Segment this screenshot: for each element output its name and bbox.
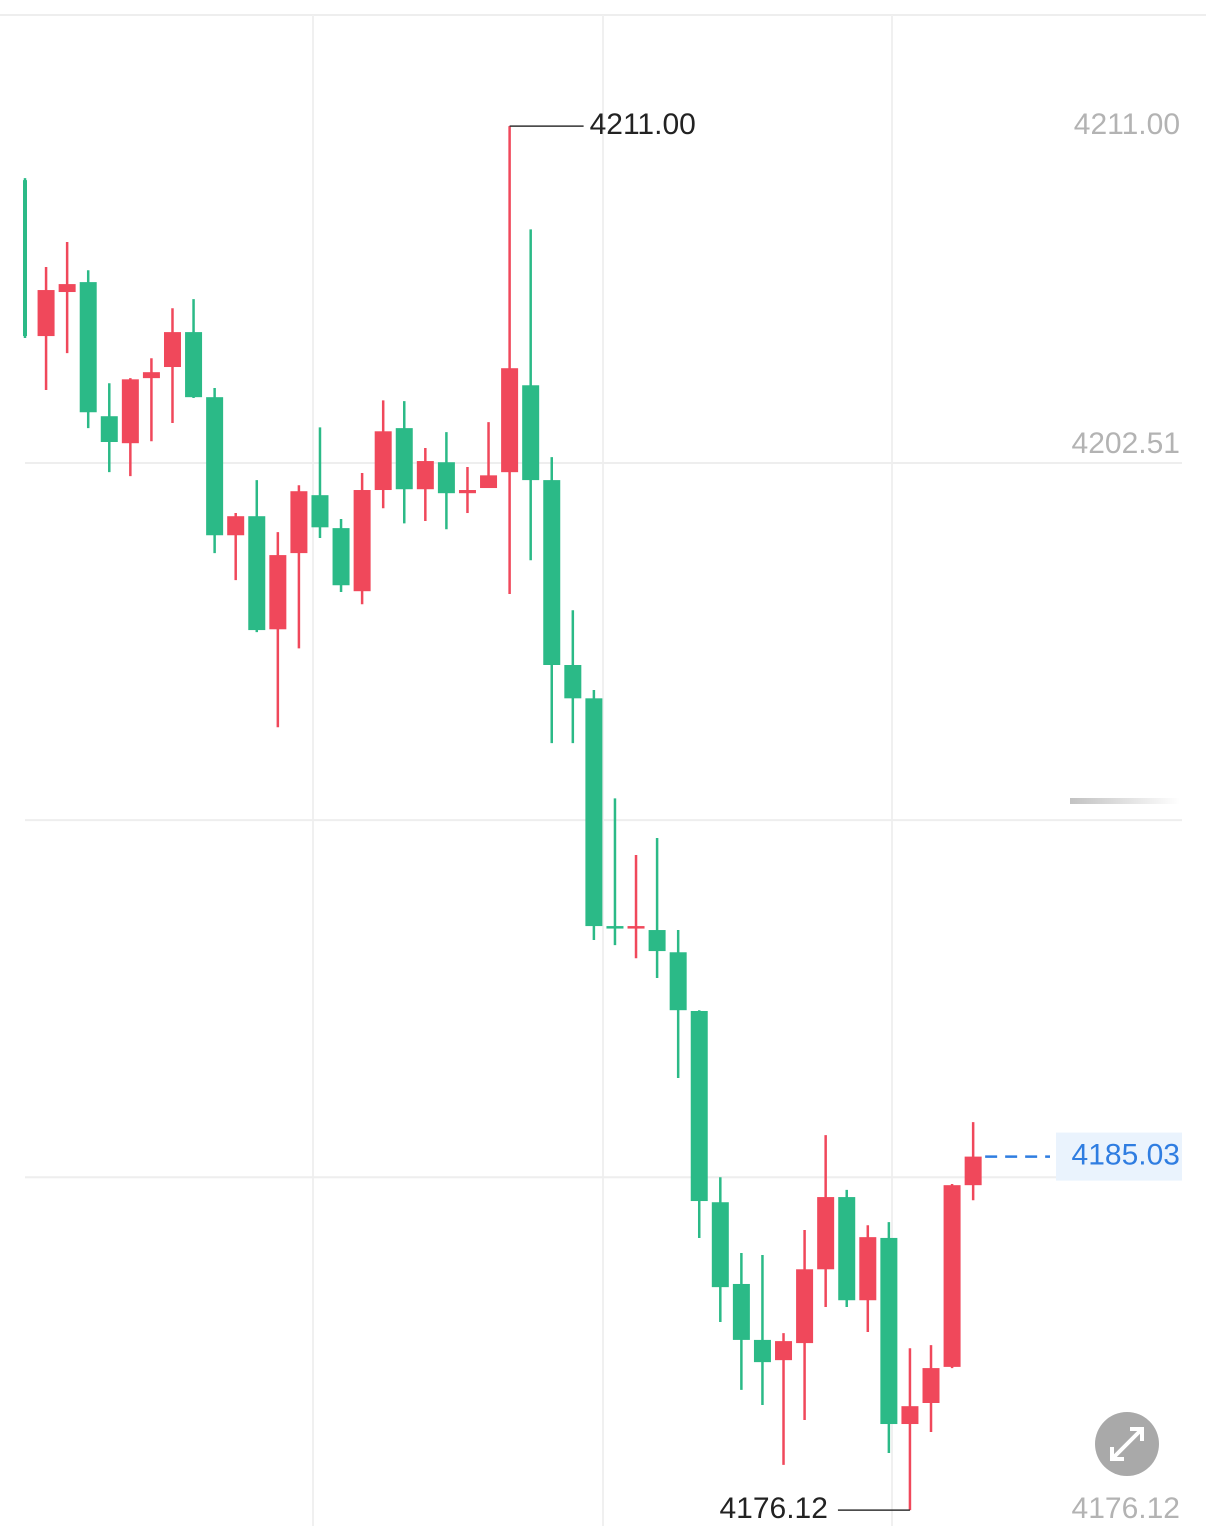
min-label: 4176.12: [719, 1492, 827, 1525]
candle-body: [121, 379, 139, 444]
candle-body: [269, 555, 287, 630]
candle-body: [79, 282, 97, 413]
candle-body: [922, 1368, 940, 1403]
candle-body: [775, 1341, 793, 1361]
candle-body: [395, 428, 413, 490]
candle-body: [648, 930, 666, 952]
candle-body: [543, 480, 561, 665]
candle-body: [901, 1406, 919, 1425]
candle-body: [711, 1202, 729, 1288]
candle-body: [564, 664, 582, 699]
candle-body: [943, 1185, 961, 1367]
candle-body: [163, 332, 181, 368]
candle-body: [838, 1197, 856, 1301]
candle-body: [458, 490, 476, 494]
candle-body: [522, 385, 540, 481]
last-price-label: 4185.03: [1072, 1139, 1180, 1172]
candle-body: [753, 1339, 771, 1363]
candle-body: [206, 397, 224, 536]
candle-body: [437, 462, 455, 494]
candle-body: [290, 491, 308, 554]
candle-body: [37, 290, 55, 337]
candle-body: [185, 332, 203, 398]
candle-body: [100, 416, 118, 443]
candle-body: [23, 180, 27, 337]
candle-body: [311, 495, 329, 528]
candle-body: [142, 372, 160, 379]
candle-body: [416, 461, 434, 490]
candle-body: [501, 368, 519, 473]
last-price-bg: [1056, 1132, 1182, 1181]
candle-body: [859, 1237, 877, 1301]
expand-button[interactable]: [1095, 1412, 1159, 1476]
candle-body: [606, 926, 624, 929]
blurred-label: [1070, 798, 1180, 804]
candle-body: [248, 516, 266, 631]
candle-body: [480, 475, 498, 489]
candle-body: [374, 431, 392, 491]
y-tick-label: 4202.51: [1072, 427, 1180, 460]
candle-body: [58, 284, 76, 293]
candle-body: [880, 1237, 898, 1425]
y-tick-label: 4176.12: [1072, 1492, 1180, 1525]
y-tick-label: 4211.00: [1074, 108, 1180, 141]
candle-body: [669, 952, 687, 1011]
candle-body: [964, 1156, 982, 1186]
candle-body: [796, 1269, 814, 1344]
candle-body: [627, 926, 645, 929]
candle-body: [817, 1197, 835, 1270]
candle-body: [227, 516, 245, 536]
max-label: 4211.00: [590, 108, 696, 141]
candle-body: [690, 1010, 708, 1202]
candle-body: [732, 1283, 750, 1340]
candle-body: [585, 698, 603, 927]
candle-body: [353, 490, 371, 592]
candle-body: [332, 528, 350, 586]
